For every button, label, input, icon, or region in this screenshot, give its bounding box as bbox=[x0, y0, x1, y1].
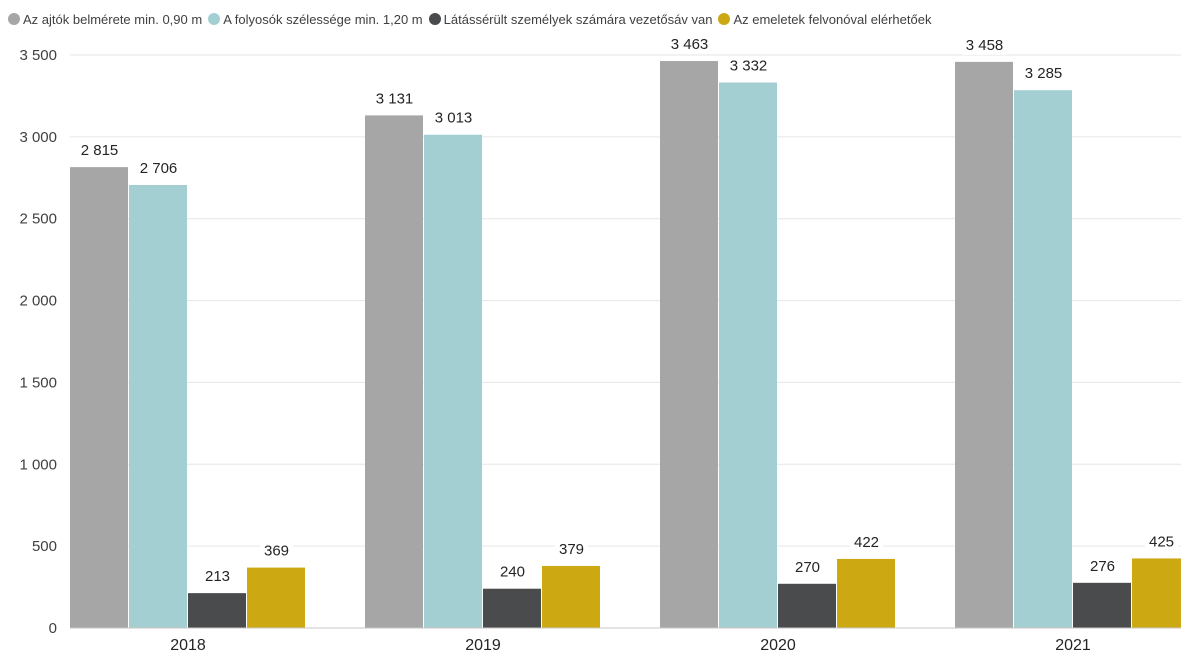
bar[interactable] bbox=[778, 583, 836, 628]
data-label-background bbox=[961, 35, 1008, 55]
y-tick-label: 3 000 bbox=[19, 129, 57, 146]
bar[interactable] bbox=[1073, 582, 1131, 628]
data-label-background bbox=[554, 539, 589, 559]
data-label-background bbox=[849, 532, 884, 552]
bar[interactable] bbox=[1014, 90, 1072, 629]
bar[interactable] bbox=[660, 61, 718, 628]
bar[interactable] bbox=[247, 567, 305, 628]
data-label: 276 bbox=[1090, 558, 1115, 575]
data-label-background bbox=[495, 562, 530, 582]
data-label: 3 463 bbox=[671, 36, 709, 53]
data-label-background bbox=[430, 108, 477, 128]
legend-label: A folyosók szélessége min. 1,20 m bbox=[223, 11, 423, 27]
bar[interactable] bbox=[365, 115, 423, 628]
data-label-background bbox=[1085, 556, 1120, 576]
bar[interactable] bbox=[129, 184, 187, 628]
data-labels: 2 815 2 706 213 369 3 131 3 013 240 379 3 463 3 3… bbox=[76, 35, 1179, 587]
legend-item[interactable]: Látássérült személyek számára vezetősáv … bbox=[428, 11, 713, 27]
data-label-background bbox=[666, 35, 713, 55]
bar[interactable] bbox=[483, 588, 541, 628]
data-label: 3 013 bbox=[435, 110, 473, 127]
y-tick-label: 3 500 bbox=[19, 47, 57, 64]
legend-swatch bbox=[428, 13, 441, 25]
data-label-background bbox=[1144, 532, 1179, 552]
data-label-background bbox=[725, 56, 772, 76]
y-tick-label: 2 500 bbox=[19, 211, 57, 228]
x-category-label: 2018 bbox=[170, 637, 206, 652]
legend: Az ajtók belmérete min. 0,90 m A folyosók… bbox=[8, 9, 937, 29]
data-label: 2 706 bbox=[140, 160, 178, 177]
bar[interactable] bbox=[424, 134, 482, 628]
legend-item[interactable]: A folyosók szélessége min. 1,20 m bbox=[208, 11, 423, 27]
bar[interactable] bbox=[1132, 558, 1181, 628]
bar[interactable] bbox=[837, 558, 895, 628]
data-label: 240 bbox=[500, 564, 525, 581]
data-label-background bbox=[76, 141, 123, 161]
data-label: 3 332 bbox=[730, 58, 768, 75]
data-label: 3 285 bbox=[1025, 65, 1063, 82]
legend-item[interactable]: Az emeletek felvonóval elérhetőek bbox=[718, 12, 931, 27]
bar[interactable] bbox=[188, 593, 246, 628]
bar[interactable] bbox=[955, 61, 1013, 629]
x-category-label: 2019 bbox=[465, 637, 501, 652]
y-tick-label: 1 500 bbox=[19, 374, 57, 391]
data-label: 213 bbox=[205, 568, 230, 585]
bar[interactable] bbox=[542, 565, 600, 628]
y-tick-label: 2 000 bbox=[19, 293, 57, 310]
bar[interactable] bbox=[719, 82, 777, 628]
x-category-label: 2021 bbox=[1055, 637, 1091, 652]
y-axis: 0 500 1 000 1 500 2 000 2 500 3 000 3 500 bbox=[19, 47, 57, 637]
data-label: 3 131 bbox=[376, 90, 414, 107]
data-label: 2 815 bbox=[81, 142, 119, 159]
data-label: 3 458 bbox=[966, 37, 1004, 54]
y-tick-label: 500 bbox=[32, 538, 57, 555]
data-label-background bbox=[200, 567, 235, 587]
legend-label: Az emeletek felvonóval elérhetőek bbox=[733, 11, 932, 27]
y-tick-label: 0 bbox=[49, 620, 57, 637]
data-label: 270 bbox=[795, 559, 820, 576]
data-label-background bbox=[1020, 64, 1067, 84]
data-label: 425 bbox=[1149, 533, 1174, 550]
legend-swatch bbox=[718, 13, 731, 25]
legend-swatch bbox=[8, 13, 20, 25]
data-label: 422 bbox=[854, 534, 879, 551]
bars bbox=[70, 61, 1181, 629]
data-label-background bbox=[135, 158, 182, 178]
bar[interactable] bbox=[70, 167, 128, 628]
legend-label: Az ajtók belmérete min. 0,90 m bbox=[23, 11, 203, 27]
data-label-background bbox=[790, 557, 825, 577]
data-label-background bbox=[371, 89, 418, 109]
x-axis: 2018 2019 2020 2021 bbox=[70, 627, 1181, 652]
x-category-label: 2020 bbox=[760, 637, 796, 652]
data-label: 369 bbox=[264, 543, 289, 560]
data-label: 379 bbox=[559, 541, 584, 558]
y-tick-label: 1 000 bbox=[19, 456, 57, 473]
data-label-background bbox=[259, 541, 294, 561]
legend-item[interactable]: Az ajtók belmérete min. 0,90 m bbox=[8, 12, 202, 27]
legend-swatch bbox=[208, 13, 221, 25]
legend-label: Látássérült személyek számára vezetősáv … bbox=[443, 11, 713, 27]
